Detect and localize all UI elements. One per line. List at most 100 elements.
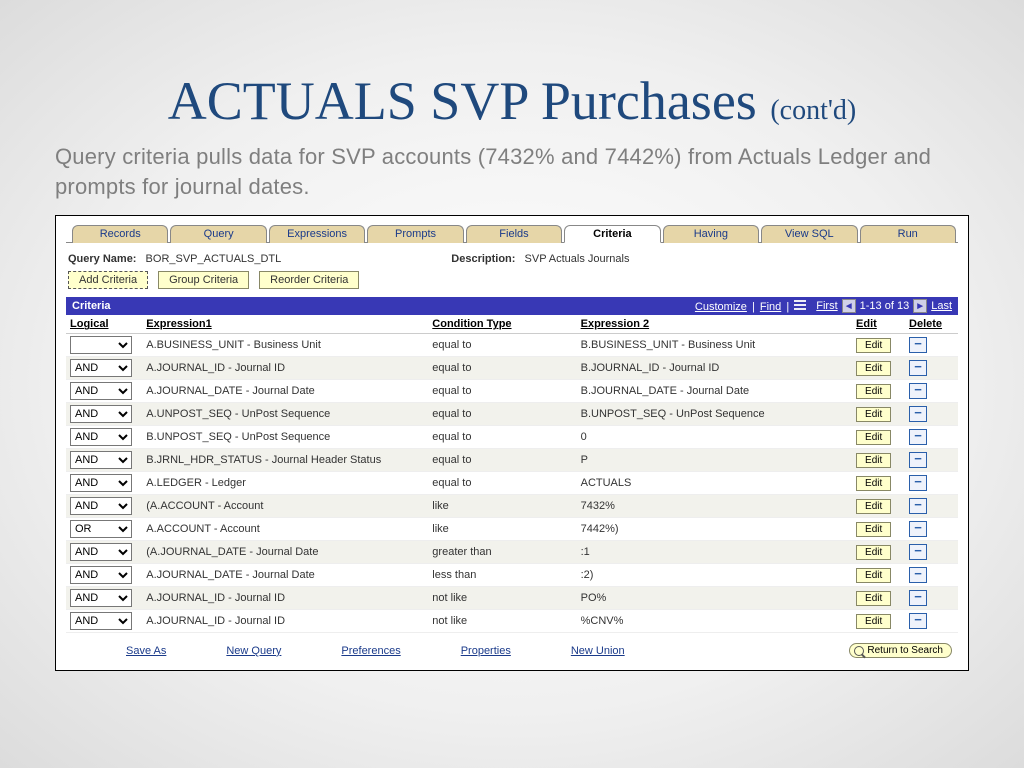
query-name-label: Query Name: <box>68 253 136 265</box>
expression1-cell: A.JOURNAL_ID - Journal ID <box>142 357 428 380</box>
edit-button[interactable]: Edit <box>856 499 891 514</box>
find-link[interactable]: Find <box>760 301 781 313</box>
edit-button[interactable]: Edit <box>856 384 891 399</box>
edit-button[interactable]: Edit <box>856 522 891 537</box>
table-row: AND(A.ACCOUNT - Accountlike7432%Edit− <box>66 495 958 518</box>
logical-select[interactable]: AND <box>70 428 132 446</box>
preferences-link[interactable]: Preferences <box>341 645 400 657</box>
logical-select[interactable]: AND <box>70 405 132 423</box>
delete-button[interactable]: − <box>909 521 927 537</box>
tab-fields[interactable]: Fields <box>466 225 562 243</box>
expression2-cell: B.JOURNAL_ID - Journal ID <box>577 357 852 380</box>
edit-button[interactable]: Edit <box>856 614 891 629</box>
logical-select[interactable]: AND <box>70 566 132 584</box>
delete-button[interactable]: − <box>909 360 927 376</box>
expression2-cell: 0 <box>577 426 852 449</box>
customize-link[interactable]: Customize <box>695 301 747 313</box>
tab-run[interactable]: Run <box>860 225 956 243</box>
expression1-cell: A.LEDGER - Ledger <box>142 472 428 495</box>
table-row: ANDA.JOURNAL_ID - Journal IDequal toB.JO… <box>66 357 958 380</box>
condition-cell: equal to <box>428 426 576 449</box>
edit-button[interactable]: Edit <box>856 545 891 560</box>
first-label[interactable]: First <box>816 300 837 312</box>
grid-title: Criteria <box>72 300 693 312</box>
edit-button[interactable]: Edit <box>856 568 891 583</box>
table-row: AND(A.JOURNAL_DATE - Journal Dategreater… <box>66 541 958 564</box>
condition-cell: equal to <box>428 380 576 403</box>
prev-page-button[interactable]: ◄ <box>842 299 856 313</box>
expression2-cell: B.BUSINESS_UNIT - Business Unit <box>577 334 852 357</box>
edit-button[interactable]: Edit <box>856 361 891 376</box>
tab-expressions[interactable]: Expressions <box>269 225 365 243</box>
logical-select[interactable]: AND <box>70 612 132 630</box>
edit-button[interactable]: Edit <box>856 476 891 491</box>
delete-button[interactable]: − <box>909 475 927 491</box>
condition-cell: not like <box>428 610 576 633</box>
slide-subtitle: Query criteria pulls data for SVP accoun… <box>55 142 969 201</box>
delete-button[interactable]: − <box>909 498 927 514</box>
tab-query[interactable]: Query <box>170 225 266 243</box>
edit-button[interactable]: Edit <box>856 453 891 468</box>
logical-select[interactable]: AND <box>70 359 132 377</box>
return-to-search-button[interactable]: Return to Search <box>849 643 952 658</box>
grid-links: Customize | Find | <box>693 300 808 313</box>
expression2-cell: 7432% <box>577 495 852 518</box>
next-page-button[interactable]: ► <box>913 299 927 313</box>
save-as-link[interactable]: Save As <box>126 645 166 657</box>
logical-select[interactable]: AND <box>70 382 132 400</box>
delete-button[interactable]: − <box>909 337 927 353</box>
app-frame: RecordsQueryExpressionsPromptsFieldsCrit… <box>55 215 969 671</box>
edit-button[interactable]: Edit <box>856 430 891 445</box>
expression1-cell: (A.ACCOUNT - Account <box>142 495 428 518</box>
expression2-cell: :1 <box>577 541 852 564</box>
expression2-cell: PO% <box>577 587 852 610</box>
tab-criteria[interactable]: Criteria <box>564 225 660 243</box>
delete-button[interactable]: − <box>909 567 927 583</box>
col-expression1: Expression1 <box>142 315 428 334</box>
tab-prompts[interactable]: Prompts <box>367 225 463 243</box>
col-condition-type: Condition Type <box>428 315 576 334</box>
add-criteria-button[interactable]: Add Criteria <box>68 271 148 289</box>
logical-select[interactable]: AND <box>70 451 132 469</box>
delete-button[interactable]: − <box>909 613 927 629</box>
search-icon <box>854 646 864 656</box>
logical-select[interactable] <box>70 336 132 354</box>
view-all-icon[interactable] <box>794 300 806 310</box>
delete-button[interactable]: − <box>909 590 927 606</box>
title-suffix: (cont'd) <box>770 95 856 126</box>
criteria-table: Logical Expression1 Condition Type Expre… <box>66 315 958 633</box>
logical-select[interactable]: OR <box>70 520 132 538</box>
tab-having[interactable]: Having <box>663 225 759 243</box>
last-label[interactable]: Last <box>931 300 952 312</box>
logical-select[interactable]: AND <box>70 474 132 492</box>
expression2-cell: B.UNPOST_SEQ - UnPost Sequence <box>577 403 852 426</box>
tab-records[interactable]: Records <box>72 225 168 243</box>
table-row: ANDB.JRNL_HDR_STATUS - Journal Header St… <box>66 449 958 472</box>
delete-button[interactable]: − <box>909 383 927 399</box>
expression1-cell: A.JOURNAL_DATE - Journal Date <box>142 380 428 403</box>
delete-button[interactable]: − <box>909 406 927 422</box>
edit-button[interactable]: Edit <box>856 407 891 422</box>
delete-button[interactable]: − <box>909 429 927 445</box>
new-union-link[interactable]: New Union <box>571 645 625 657</box>
expression2-cell: 7442%) <box>577 518 852 541</box>
edit-button[interactable]: Edit <box>856 338 891 353</box>
reorder-criteria-button[interactable]: Reorder Criteria <box>259 271 359 289</box>
delete-button[interactable]: − <box>909 452 927 468</box>
expression1-cell: (A.JOURNAL_DATE - Journal Date <box>142 541 428 564</box>
delete-button[interactable]: − <box>909 544 927 560</box>
logical-select[interactable]: AND <box>70 543 132 561</box>
condition-cell: equal to <box>428 334 576 357</box>
edit-button[interactable]: Edit <box>856 591 891 606</box>
logical-select[interactable]: AND <box>70 589 132 607</box>
new-query-link[interactable]: New Query <box>226 645 281 657</box>
properties-link[interactable]: Properties <box>461 645 511 657</box>
bottom-links: Save As New Query Preferences Properties… <box>66 633 958 660</box>
table-row: ANDA.JOURNAL_ID - Journal IDnot likePO%E… <box>66 587 958 610</box>
logical-select[interactable]: AND <box>70 497 132 515</box>
group-criteria-button[interactable]: Group Criteria <box>158 271 249 289</box>
col-logical: Logical <box>66 315 142 334</box>
expression1-cell: B.UNPOST_SEQ - UnPost Sequence <box>142 426 428 449</box>
row-range: 1-13 of 13 <box>860 300 910 312</box>
tab-view-sql[interactable]: View SQL <box>761 225 857 243</box>
